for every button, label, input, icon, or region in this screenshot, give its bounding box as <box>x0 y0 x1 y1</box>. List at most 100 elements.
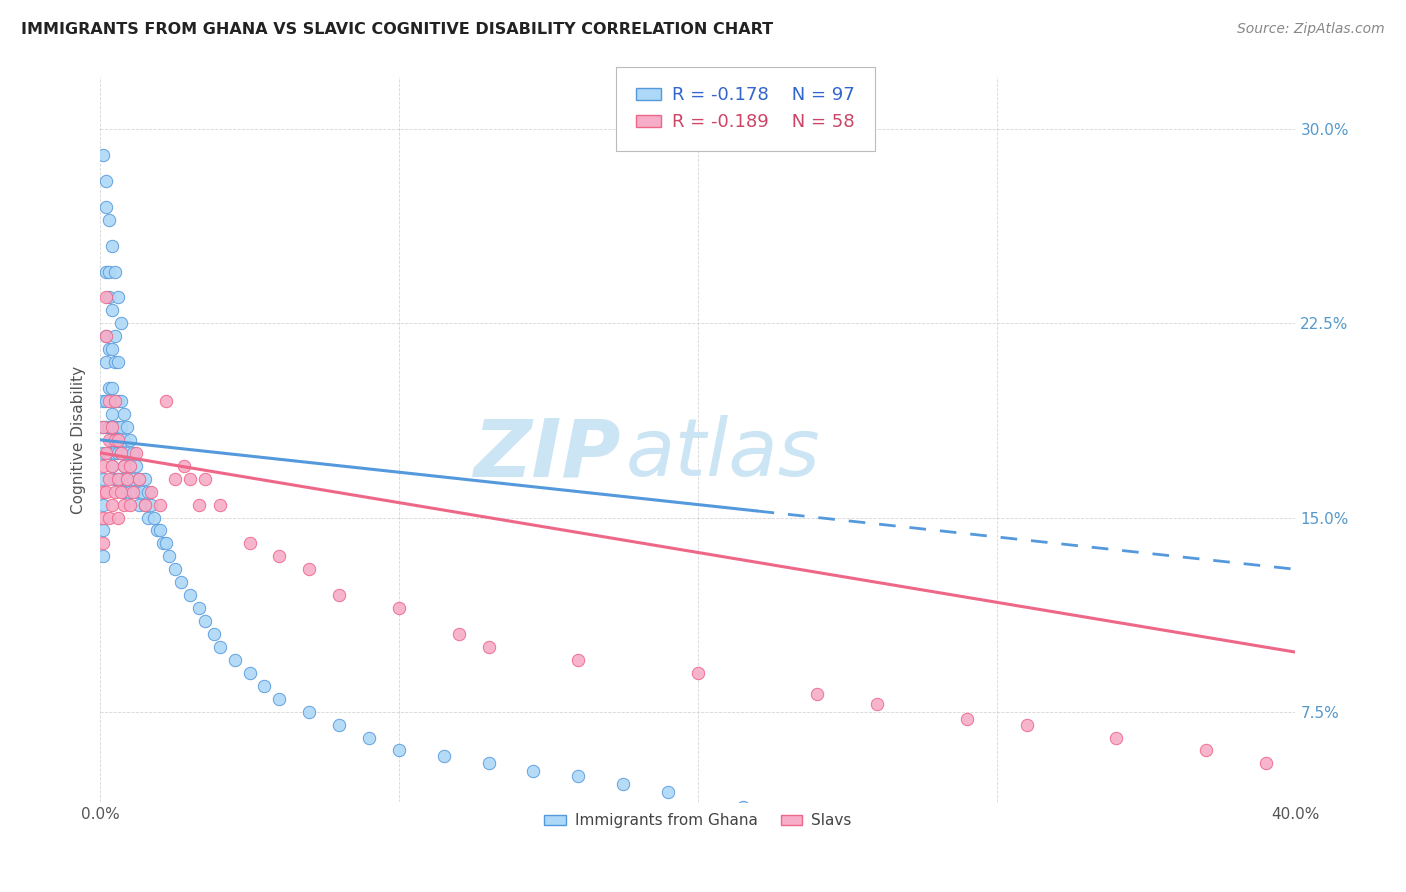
Point <box>107 394 129 409</box>
Point <box>104 484 127 499</box>
Point <box>131 484 153 499</box>
Point <box>110 446 132 460</box>
Point <box>94 394 117 409</box>
Point <box>110 472 132 486</box>
Text: Source: ZipAtlas.com: Source: ZipAtlas.com <box>1237 22 1385 37</box>
Point <box>98 446 121 460</box>
Point <box>128 472 150 486</box>
Point <box>238 536 260 550</box>
Point <box>101 343 124 357</box>
Point <box>94 290 117 304</box>
Point <box>91 458 114 473</box>
Point <box>110 446 132 460</box>
Point <box>208 640 231 654</box>
Point <box>115 472 138 486</box>
Point <box>612 777 634 791</box>
Point <box>118 498 141 512</box>
Point <box>956 713 979 727</box>
Point <box>155 536 177 550</box>
Point <box>98 381 121 395</box>
Point <box>98 510 121 524</box>
Point <box>112 458 135 473</box>
Point <box>522 764 544 779</box>
Point <box>110 317 132 331</box>
Point <box>866 697 889 711</box>
Point <box>91 524 114 538</box>
Point <box>91 484 114 499</box>
Point <box>94 446 117 460</box>
Point <box>98 264 121 278</box>
Point <box>91 394 114 409</box>
Point <box>110 394 132 409</box>
Point <box>388 743 411 757</box>
Point <box>104 264 127 278</box>
Point <box>104 472 127 486</box>
Point <box>112 458 135 473</box>
Point <box>1105 731 1128 745</box>
Legend: Immigrants from Ghana, Slavs: Immigrants from Ghana, Slavs <box>538 807 858 835</box>
Point <box>1015 717 1038 731</box>
Point <box>112 484 135 499</box>
Text: ZIP: ZIP <box>472 416 620 493</box>
Point <box>122 446 145 460</box>
Point <box>478 640 501 654</box>
Point <box>806 687 828 701</box>
Point <box>269 549 291 564</box>
Point <box>115 472 138 486</box>
Point <box>101 238 124 252</box>
Point <box>194 472 217 486</box>
Point <box>179 588 201 602</box>
Point <box>101 458 124 473</box>
Point <box>328 717 350 731</box>
Point <box>187 498 209 512</box>
Point <box>107 355 129 369</box>
Point <box>101 420 124 434</box>
Point <box>118 458 141 473</box>
Point <box>98 212 121 227</box>
Point <box>104 394 127 409</box>
Point <box>157 549 180 564</box>
Point <box>104 446 127 460</box>
Point <box>1195 743 1218 757</box>
Point <box>110 420 132 434</box>
Point <box>173 458 195 473</box>
Point <box>125 484 148 499</box>
Point <box>125 446 148 460</box>
Point <box>98 420 121 434</box>
Point <box>253 679 276 693</box>
Point <box>112 433 135 447</box>
Text: IMMIGRANTS FROM GHANA VS SLAVIC COGNITIVE DISABILITY CORRELATION CHART: IMMIGRANTS FROM GHANA VS SLAVIC COGNITIV… <box>21 22 773 37</box>
Point <box>170 575 193 590</box>
Point <box>657 785 679 799</box>
Point <box>567 769 589 783</box>
Point <box>91 420 114 434</box>
Point <box>91 510 114 524</box>
Point <box>115 420 138 434</box>
Point <box>91 420 114 434</box>
Point <box>91 549 114 564</box>
Point <box>122 472 145 486</box>
Point <box>686 665 709 680</box>
Point <box>139 484 162 499</box>
Point <box>478 756 501 771</box>
Point <box>91 498 114 512</box>
Point <box>269 691 291 706</box>
Point <box>112 498 135 512</box>
Point <box>94 484 117 499</box>
Point <box>208 498 231 512</box>
Point <box>128 472 150 486</box>
Point <box>139 498 162 512</box>
Point <box>146 524 169 538</box>
Point <box>567 653 589 667</box>
Point <box>98 472 121 486</box>
Point <box>136 484 159 499</box>
Point <box>107 472 129 486</box>
Point <box>118 484 141 499</box>
Point <box>104 329 127 343</box>
Point <box>224 653 246 667</box>
Point <box>388 601 411 615</box>
Point <box>98 290 121 304</box>
Point <box>163 562 186 576</box>
Point <box>91 472 114 486</box>
Point <box>91 446 114 460</box>
